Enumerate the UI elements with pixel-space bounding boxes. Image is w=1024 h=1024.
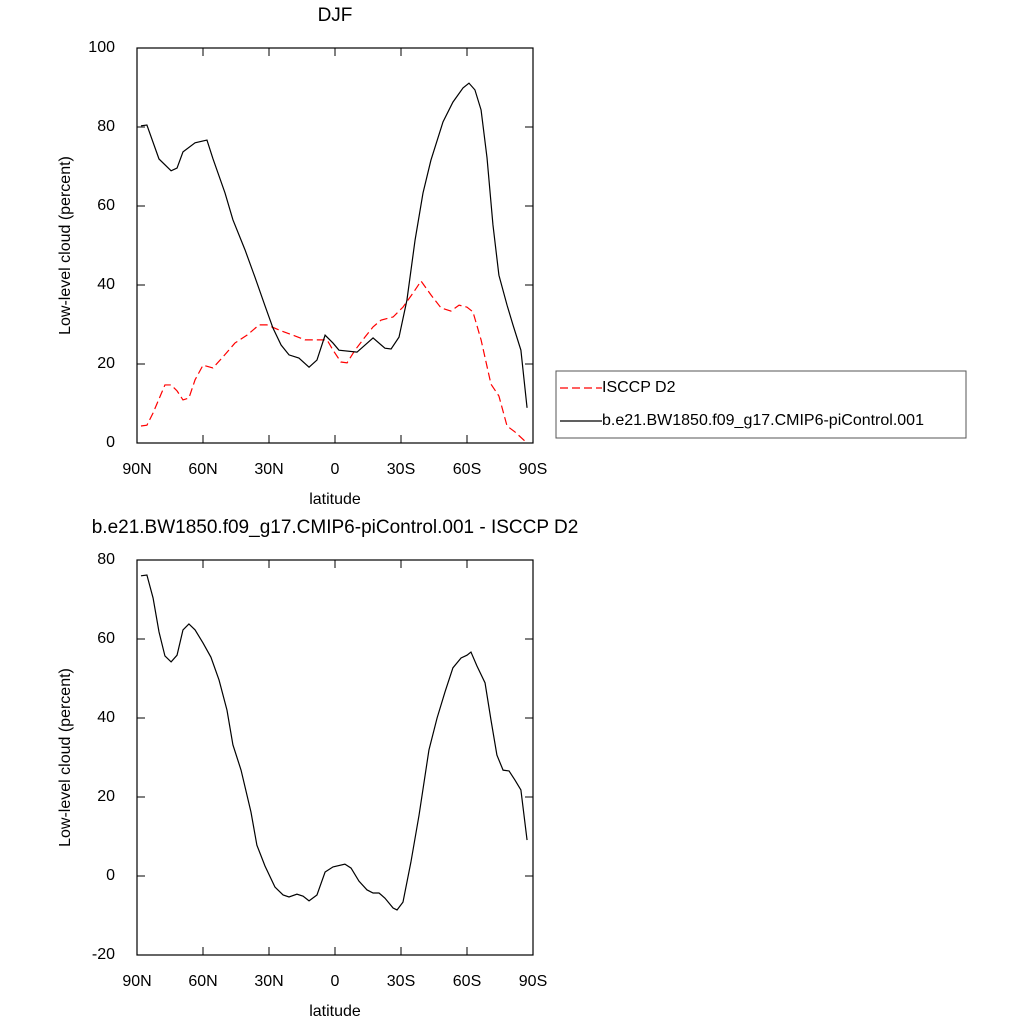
x-tick-label: 60N xyxy=(188,461,217,478)
legend: ISCCP D2 b.e21.BW1850.f09_g17.CMIP6-piCon… xyxy=(555,370,967,439)
y-tick-label: 80 xyxy=(97,118,115,135)
x-tick-label: 60N xyxy=(188,973,217,990)
x-tick-label: 0 xyxy=(331,461,340,478)
x-tick-label: 90N xyxy=(122,461,151,478)
chart-title: b.e21.BW1850.f09_g17.CMIP6-piControl.001… xyxy=(92,517,579,538)
x-tick-label: 90S xyxy=(519,461,547,478)
y-tick-label: 0 xyxy=(106,867,115,884)
y-tick-label: 20 xyxy=(97,355,115,372)
x-tick-label: 90N xyxy=(122,973,151,990)
x-tick-label: 60S xyxy=(453,973,481,990)
legend-box xyxy=(555,370,967,439)
legend-label: b.e21.BW1850.f09_g17.CMIP6-piControl.001 xyxy=(602,412,924,429)
data-line xyxy=(140,574,528,911)
y-axis-label: Low-level cloud (percent) xyxy=(57,668,74,847)
data-line xyxy=(140,279,528,444)
x-axis-label: latitude xyxy=(309,491,361,508)
y-tick-label: 40 xyxy=(97,276,115,293)
y-tick-label: 0 xyxy=(106,434,115,451)
chart-title: DJF xyxy=(318,5,353,26)
plot-frame xyxy=(136,47,534,444)
x-tick-label: 30N xyxy=(254,973,283,990)
y-tick-label: 100 xyxy=(88,39,115,56)
y-tick-label: 80 xyxy=(97,551,115,568)
x-axis-label: latitude xyxy=(309,1003,361,1020)
x-tick-label: 0 xyxy=(331,973,340,990)
legend-label: ISCCP D2 xyxy=(602,379,676,396)
x-tick-label: 90S xyxy=(519,973,547,990)
y-tick-label: 60 xyxy=(97,630,115,647)
y-axis-label: Low-level cloud (percent) xyxy=(57,156,74,335)
plot-frame xyxy=(136,559,534,956)
x-tick-label: 30S xyxy=(387,973,415,990)
y-tick-label: 40 xyxy=(97,709,115,726)
y-tick-label: -20 xyxy=(92,946,115,963)
y-tick-label: 60 xyxy=(97,197,115,214)
y-tick-label: 20 xyxy=(97,788,115,805)
chart-panel: DJF latitude Low-level cloud (percent) 90N 6… xyxy=(57,5,967,508)
x-tick-label: 30S xyxy=(387,461,415,478)
x-tick-label: 30N xyxy=(254,461,283,478)
data-line xyxy=(140,82,528,408)
x-tick-label: 60S xyxy=(453,461,481,478)
chart-panel: b.e21.BW1850.f09_g17.CMIP6-piControl.001… xyxy=(57,517,578,1020)
